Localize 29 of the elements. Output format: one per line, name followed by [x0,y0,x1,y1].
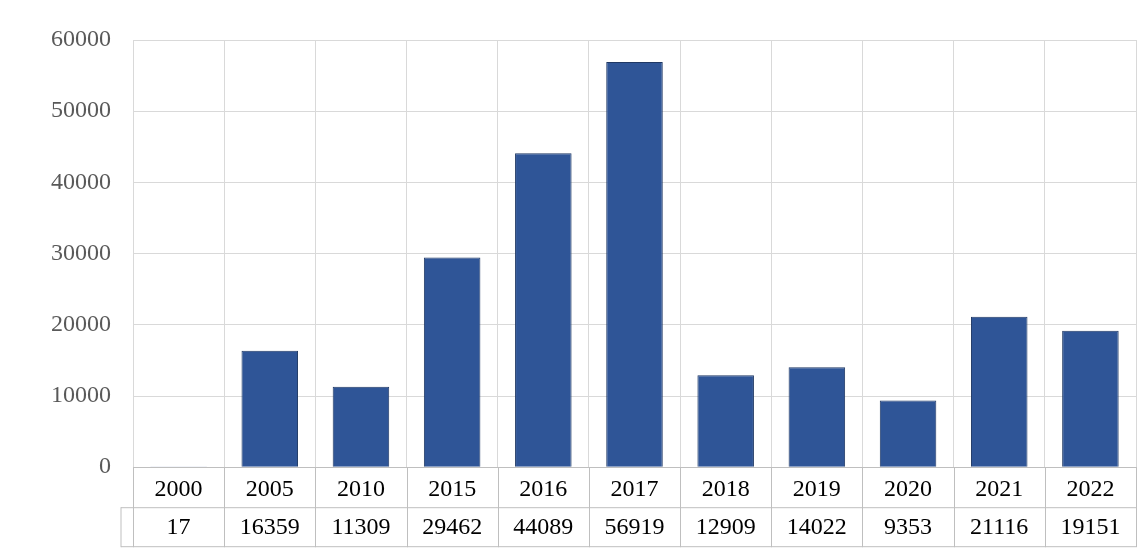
x-tick-label: 2010 [336,474,385,501]
y-tick-label: 20000 [51,310,111,337]
y-tick-label: 60000 [51,25,111,52]
y-tick-label: 40000 [51,167,111,194]
x-tick-label: 2005 [245,474,294,501]
y-tick-label: 0 [99,452,111,479]
data-label: 17 [166,513,191,540]
data-label: 29462 [422,513,483,540]
data-label: 11309 [331,513,391,540]
x-tick-label: 2019 [792,474,841,501]
data-label: 14022 [786,513,847,540]
y-tick-label: 10000 [51,381,111,408]
x-tick-label: 2017 [610,474,659,501]
data-label: 12909 [695,513,756,540]
data-label: 44089 [513,513,574,540]
data-label: 16359 [239,513,300,540]
x-tick-label: 2000 [154,474,203,501]
data-label: 21116 [970,513,1029,540]
x-tick-label: 2020 [884,474,933,501]
data-label: 9353 [884,513,933,540]
x-tick-label: 2022 [1066,474,1115,501]
x-tick-label: 2018 [701,474,750,501]
data-label: 56919 [604,513,665,540]
x-tick-label: 2021 [975,474,1024,501]
y-tick-label: 30000 [51,238,111,265]
x-tick-label: 2016 [519,474,568,501]
y-tick-label: 50000 [51,96,111,123]
data-label: 19151 [1060,513,1121,540]
x-tick-label: 2015 [428,474,477,501]
